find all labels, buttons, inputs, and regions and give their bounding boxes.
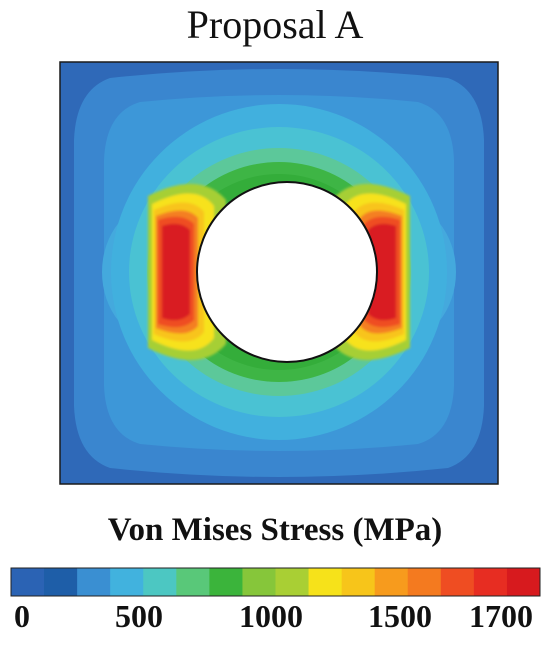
colorbar-outline — [10, 567, 541, 597]
colorbar-segment — [341, 568, 376, 596]
stress-field — [60, 62, 498, 484]
colorbar-segment — [407, 568, 442, 596]
colorbar-segment — [242, 568, 276, 596]
colorbar-segment — [473, 568, 508, 596]
colorbar — [10, 567, 541, 597]
colorbar-title: Von Mises Stress (MPa) — [107, 512, 443, 548]
colorbar-tick-1000: 1000 — [239, 598, 303, 634]
colorbar-segment — [308, 568, 343, 596]
colorbar-segment — [143, 568, 177, 596]
colorbar-tick-1700: 1700 — [469, 598, 533, 634]
colorbar-segment — [77, 568, 111, 596]
colorbar-segment — [176, 568, 210, 596]
colorbar-tick-1500: 1500 — [368, 598, 432, 634]
colorbar-tick-500: 500 — [115, 598, 163, 634]
colorbar-segment — [275, 568, 310, 596]
colorbar-tick-labels: 0 500 1000 1500 1700 — [0, 596, 550, 636]
colorbar-segment — [11, 568, 45, 596]
colorbar-segment — [440, 568, 475, 596]
hole — [196, 181, 378, 363]
colorbar-segment — [374, 568, 409, 596]
colorbar-segment — [209, 568, 243, 596]
plate-outline — [59, 61, 499, 485]
figure-title: Proposal A — [186, 2, 364, 47]
colorbar-segment — [110, 568, 144, 596]
colorbar-segment — [506, 568, 541, 596]
colorbar-segment — [44, 568, 78, 596]
colorbar-tick-0: 0 — [14, 598, 30, 634]
hot-zone-left — [148, 183, 226, 361]
